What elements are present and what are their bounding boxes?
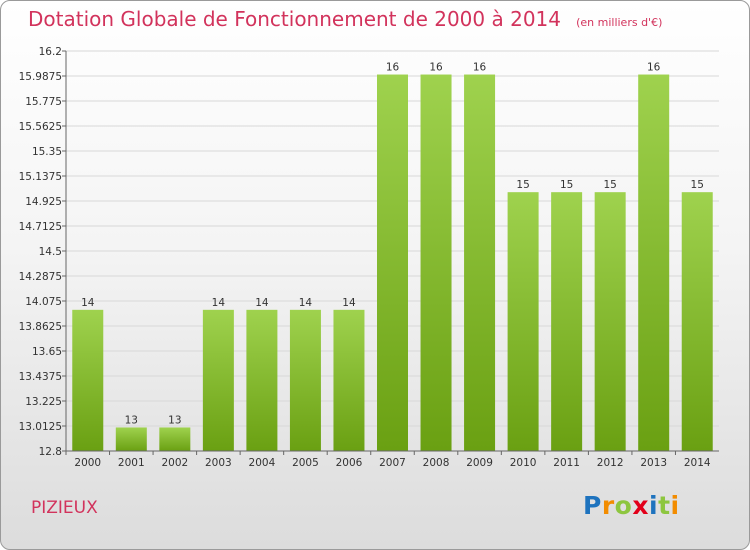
proxiti-logo: Proxiti	[583, 491, 680, 520]
y-tick-label: 15.5625	[19, 121, 62, 133]
bar-value-label: 14	[212, 297, 226, 309]
y-tick-label: 13.8625	[19, 321, 62, 333]
x-tick-label: 2000	[74, 457, 101, 469]
bar-2010	[507, 192, 539, 452]
axes: 12.8 13.0125 13.225 13.4375 13.65 13.8625 14.0…	[19, 46, 719, 469]
y-tick-label: 15.35	[32, 146, 62, 158]
y-tick-label: 14.5	[39, 246, 62, 258]
x-tick-label: 2010	[510, 457, 537, 469]
bar-value-label: 15	[516, 179, 529, 191]
y-tick-label: 14.925	[25, 196, 62, 208]
bar-2008	[420, 74, 452, 451]
x-tick-label: 2013	[640, 457, 667, 469]
x-tick-label: 2003	[205, 457, 232, 469]
y-tick-label: 16.2	[39, 46, 62, 58]
bar-2000	[72, 309, 104, 451]
x-tick-label: 2009	[466, 457, 493, 469]
y-tick-label: 14.2875	[19, 271, 62, 283]
y-tick-label: 15.1375	[19, 171, 62, 183]
y-tick-label: 14.7125	[19, 221, 62, 233]
commune-name: PIZIEUX	[31, 498, 98, 518]
chart-title-block: Dotation Globale de Fonctionnement de 20…	[28, 7, 662, 31]
x-tick-label: 2008	[423, 457, 450, 469]
bar-value-label: 13	[125, 414, 138, 426]
chart-title: Dotation Globale de Fonctionnement de 20…	[28, 7, 561, 31]
y-tick-label: 15.9875	[19, 71, 62, 83]
logo-letter: i	[670, 491, 680, 520]
bar-2013	[638, 74, 670, 451]
x-tick-label: 2006	[336, 457, 363, 469]
y-tick-label: 13.225	[25, 396, 62, 408]
x-tick-label: 2002	[161, 457, 188, 469]
bar-value-label: 15	[560, 179, 573, 191]
y-tick-label: 12.8	[39, 446, 62, 458]
x-tick-label: 2011	[553, 457, 580, 469]
bar-2003	[202, 309, 234, 451]
bar-2001	[115, 427, 147, 451]
y-tick-label: 14.075	[25, 296, 62, 308]
bar-value-label: 15	[603, 179, 616, 191]
bar-2006	[333, 309, 365, 451]
x-tick-label: 2014	[684, 457, 711, 469]
x-tick-label: 2012	[597, 457, 624, 469]
x-tick-label: 2007	[379, 457, 406, 469]
bar-value-label: 16	[429, 62, 443, 74]
bar-value-label: 16	[386, 62, 400, 74]
bar-value-label: 14	[255, 297, 269, 309]
x-tick-label: 2001	[118, 457, 145, 469]
bar-2007	[377, 74, 408, 451]
logo-letter: i	[649, 491, 659, 520]
y-tick-label: 13.4375	[19, 371, 62, 383]
y-tick-label: 13.65	[32, 346, 62, 358]
bar-value-label: 16	[473, 62, 487, 74]
bar-2002	[159, 427, 191, 451]
logo-letter: t	[658, 491, 671, 520]
x-tick-label: 2005	[292, 457, 319, 469]
y-tick-label: 15.775	[25, 96, 62, 108]
bar-2004	[246, 309, 278, 451]
y-tick-label: 13.0125	[19, 421, 62, 433]
bars: 14 13 13 14 14 14 14 16 16 16 15 15 15 16 15	[72, 62, 713, 452]
logo-letter: r	[601, 491, 615, 520]
bar-value-label: 14	[81, 297, 95, 309]
bar-value-label: 14	[299, 297, 313, 309]
bar-2009	[464, 74, 496, 451]
bar-value-label: 13	[168, 414, 181, 426]
bar-value-label: 16	[647, 62, 661, 74]
logo-letter: x	[632, 491, 649, 520]
logo-letter: o	[614, 491, 633, 520]
x-tick-label: 2004	[249, 457, 276, 469]
chart-unit: (en milliers d'€)	[576, 16, 663, 29]
bar-value-label: 14	[342, 297, 356, 309]
bar-2012	[594, 192, 626, 452]
bar-value-label: 15	[691, 179, 704, 191]
bar-2014	[681, 192, 713, 452]
bar-2005	[289, 309, 321, 451]
bar-2011	[551, 192, 583, 452]
logo-letter: P	[583, 491, 602, 520]
